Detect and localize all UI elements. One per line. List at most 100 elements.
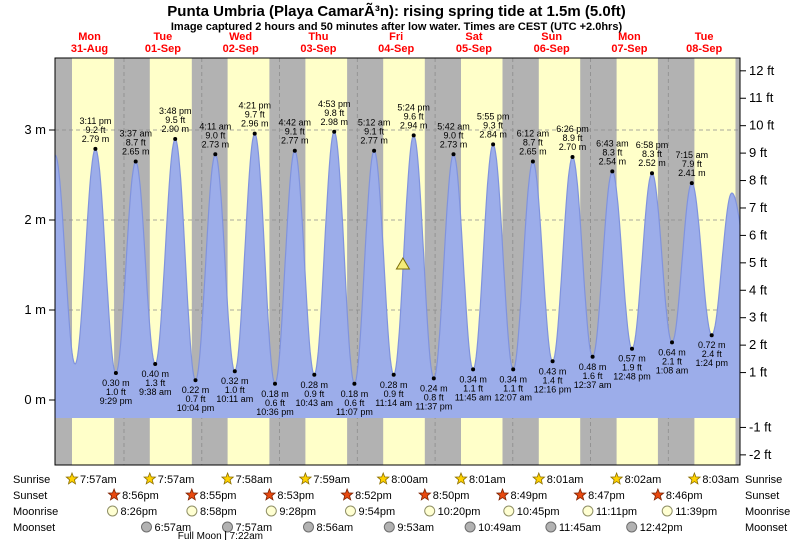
low-tide-m: 0.22 m — [182, 385, 210, 395]
right-axis-label: -2 ft — [749, 447, 772, 462]
high-tide-m: 2.90 m — [161, 124, 189, 134]
tide-extreme-dot — [709, 333, 714, 338]
high-tide-ft: 8.7 ft — [126, 138, 147, 148]
sunset-time: 8:52pm — [355, 490, 392, 502]
moonset-icon — [626, 521, 638, 533]
low-tide-m: 0.30 m — [102, 378, 130, 388]
moonrise-icon — [661, 505, 673, 517]
tide-extreme-dot — [133, 159, 138, 164]
high-tide-ft: 9.5 ft — [165, 115, 186, 125]
low-tide-time: 10:43 am — [295, 398, 333, 408]
sunset-icon — [573, 487, 587, 501]
day-date-label: 01-Sep — [145, 43, 181, 55]
high-tide-time: 4:42 am — [278, 118, 311, 128]
tide-extreme-dot — [372, 148, 377, 153]
tide-extreme-dot — [530, 159, 535, 164]
day-name-label: Wed — [229, 31, 252, 43]
low-tide-m: 0.24 m — [420, 383, 448, 393]
high-tide-ft: 9.0 ft — [205, 130, 226, 140]
high-tide-ft: 9.2 ft — [85, 125, 106, 135]
high-tide-m: 2.54 m — [599, 156, 627, 166]
day-name-label: Mon — [618, 31, 641, 43]
moonset-icon — [383, 521, 395, 533]
day-date-label: 04-Sep — [378, 43, 414, 55]
low-tide-time: 10:04 pm — [177, 403, 215, 413]
full-moon-label: Full Moon — [178, 531, 222, 540]
low-tide-ft: 1.4 ft — [543, 375, 564, 385]
sunrise-icon — [532, 471, 546, 485]
high-tide-time: 4:21 pm — [238, 101, 271, 111]
low-tide-ft: 1.6 ft — [583, 371, 604, 381]
high-tide-ft: 9.1 ft — [285, 127, 306, 137]
astro-row-label-right-moonset: Moonset — [745, 522, 787, 534]
tide-extreme-dot — [411, 133, 416, 138]
moonrise-icon — [503, 505, 515, 517]
high-tide-time: 7:15 am — [676, 150, 709, 160]
high-tide-m: 2.65 m — [519, 147, 547, 157]
low-tide-time: 11:14 am — [375, 398, 412, 408]
moonset-time: 9:53am — [397, 522, 434, 534]
sunrise-time: 8:03am — [702, 474, 739, 486]
day-date-label: 03-Sep — [300, 43, 336, 55]
day-name-label: Thu — [308, 31, 328, 43]
sunrise-icon — [376, 471, 390, 485]
tide-extreme-dot — [232, 369, 237, 374]
current-tide-marker — [395, 257, 411, 270]
tide-extreme-dot — [153, 362, 158, 366]
high-tide-ft: 9.3 ft — [483, 120, 504, 130]
right-axis-label: 4 ft — [749, 282, 767, 297]
moonrise-icon — [582, 505, 594, 517]
high-tide-m: 2.98 m — [320, 117, 348, 127]
low-tide-ft: 1.9 ft — [622, 363, 643, 373]
low-tide-time: 12:37 am — [574, 380, 612, 390]
astro-row-label-left-moonset: Moonset — [13, 522, 55, 534]
right-axis-label: 11 ft — [749, 90, 774, 105]
sunrise-icon — [454, 471, 468, 485]
high-tide-ft: 9.1 ft — [364, 127, 385, 137]
tide-extreme-dot — [93, 146, 98, 151]
sunset-time: 8:55pm — [200, 490, 237, 502]
astro-row-label-right-sunset: Sunset — [745, 490, 779, 502]
tide-extreme-dot — [491, 142, 496, 147]
high-tide-m: 2.79 m — [82, 134, 110, 144]
day-date-label: 05-Sep — [456, 43, 492, 55]
moonrise-icon — [186, 505, 198, 517]
sunset-time: 8:49pm — [510, 490, 547, 502]
right-axis-label: 5 ft — [749, 255, 767, 270]
high-tide-ft: 8.9 ft — [563, 133, 584, 143]
chart-title: Punta Umbria (Playa CamarÃ³n): rising sp… — [167, 3, 626, 20]
day-name-label: Mon — [78, 31, 101, 43]
moonset-icon — [222, 521, 233, 533]
moonrise-time: 10:20pm — [438, 506, 481, 518]
high-tide-ft: 8.3 ft — [642, 149, 663, 159]
high-tide-m: 2.52 m — [638, 158, 666, 168]
moonrise-time: 9:28pm — [279, 506, 316, 518]
low-tide-m: 0.28 m — [380, 380, 408, 390]
moonset-time: 6:57am — [155, 522, 192, 534]
high-tide-m: 2.84 m — [479, 129, 507, 139]
tide-extreme-dot — [610, 169, 615, 174]
low-tide-m: 0.72 m — [698, 340, 726, 350]
high-tide-time: 4:53 pm — [318, 99, 351, 109]
low-tide-ft: 0.6 ft — [265, 398, 286, 408]
day-date-label: 02-Sep — [223, 43, 259, 55]
right-axis-label: -1 ft — [749, 419, 772, 434]
sunset-time: 8:56pm — [122, 490, 159, 502]
low-tide-m: 0.18 m — [341, 389, 369, 399]
high-tide-ft: 8.3 ft — [602, 147, 623, 157]
sunrise-icon — [65, 471, 79, 485]
day-date-label: 31-Aug — [71, 43, 108, 55]
moonset-icon — [545, 521, 557, 533]
low-tide-time: 11:07 pm — [336, 407, 373, 417]
sunset-time: 8:50pm — [433, 490, 470, 502]
tide-extreme-dot — [391, 372, 396, 377]
high-tide-time: 6:43 am — [596, 138, 629, 148]
astro-row-label-left-moonrise: Moonrise — [13, 506, 58, 518]
high-tide-time: 6:26 pm — [556, 124, 589, 134]
right-axis-label: 12 ft — [749, 63, 775, 78]
low-tide-ft: 0.9 ft — [304, 389, 325, 399]
moonrise-time: 8:26pm — [120, 506, 157, 518]
high-tide-time: 6:12 am — [517, 129, 550, 139]
moonrise-icon — [345, 505, 356, 517]
sunrise-time: 8:00am — [391, 474, 428, 486]
